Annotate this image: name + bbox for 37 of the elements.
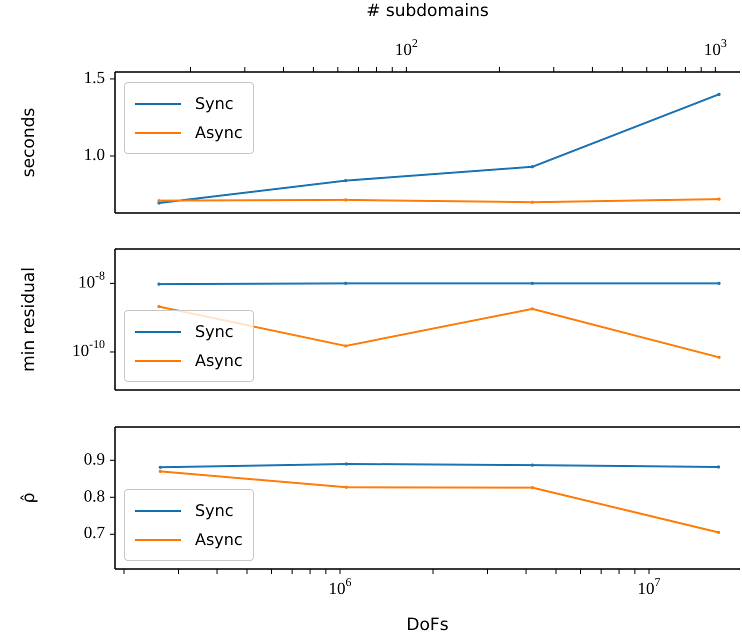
point [717,198,721,201]
point [530,200,534,204]
point [157,199,161,202]
point [530,165,534,168]
y-tick-label: 10$^{-8}$ [78,268,106,292]
x-tick-label: 10$^{6}$ [328,574,352,598]
legend-label: Async [195,530,243,549]
x-tick-label: 10$^{7}$ [638,574,661,598]
x2-axis-title: # subdomains [366,1,489,22]
point [530,486,534,490]
point [158,466,162,469]
point [344,462,348,466]
point [530,463,534,467]
y-tick-label: 0.7 [84,523,106,542]
legend-label: Sync [195,94,234,113]
x2-tick-label: 10$^{3}$ [704,36,727,59]
point [344,179,348,182]
x-axis-title: DoFs [406,615,449,634]
point [344,198,348,202]
y-tick-label: 10$^{-10}$ [72,336,106,360]
legend-label: Sync [195,501,234,520]
y-axis-title: ρ̂ [19,492,40,504]
legend-label: Sync [195,322,234,341]
point [716,530,720,534]
legend-label: Async [195,123,243,142]
point [716,465,720,469]
y-tick-label: 0.9 [84,449,105,468]
point [717,92,721,96]
y-tick-label: 1.0 [84,144,105,164]
legend-label: Async [195,351,243,370]
y-tick-label: 1.5 [84,68,105,87]
x2-tick-label: 10$^{2}$ [394,36,418,59]
y-axis-title: min residual [19,267,40,372]
point [344,486,348,489]
point [158,470,162,473]
y-axis-title: seconds [19,108,40,178]
y-tick-label: 0.8 [84,486,105,506]
